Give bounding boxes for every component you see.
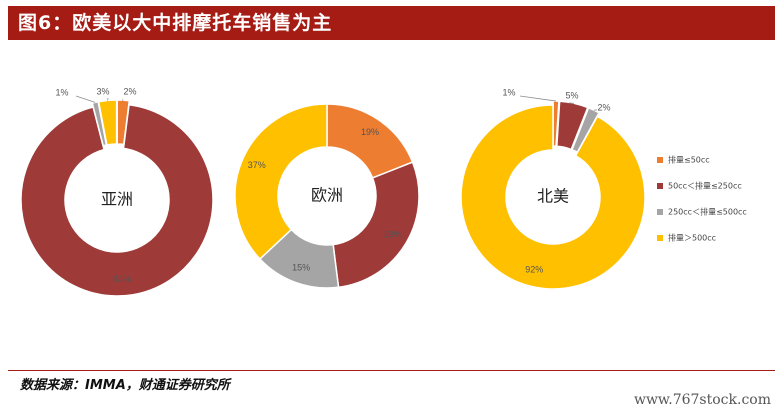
slice-0-1 <box>20 103 214 297</box>
footer-divider <box>8 370 775 371</box>
donut-center-title: 欧洲 <box>311 186 343 205</box>
figure-title: 图6：欧美以大中排摩托车销售为主 <box>8 6 775 40</box>
watermark: www.767stock.com <box>633 392 771 408</box>
slice-label: 19% <box>361 127 379 137</box>
data-source-note: 数据来源：IMMA，财通证券研究所 <box>20 378 230 393</box>
slice-label: 1% <box>55 87 68 97</box>
slice-label: 5% <box>565 90 578 100</box>
legend-swatch <box>657 235 663 241</box>
leader-line <box>75 95 96 103</box>
slice-2-3 <box>460 104 646 290</box>
donut-chart-3: 1% 5% 2% 92% 北美 <box>460 87 646 290</box>
donut-chart-2: 19% 29% 15% 37% 欧洲 <box>234 103 420 289</box>
legend: 排量≤50cc 50cc＜排量≤250cc 250cc＜排量≤500cc 排量＞500… <box>657 155 747 243</box>
legend-label: 排量≤50cc <box>668 155 710 165</box>
slice-label: 1% <box>502 87 515 97</box>
slice-label: 3% <box>96 86 109 96</box>
legend-label: 250cc＜排量≤500cc <box>668 207 747 217</box>
legend-label: 排量＞500cc <box>668 233 716 243</box>
slice-label: 2% <box>123 86 136 96</box>
donut-center-title: 亚洲 <box>101 190 133 209</box>
leader-line <box>519 95 557 102</box>
slice-0-3 <box>97 99 118 146</box>
legend-label: 50cc＜排量≤250cc <box>668 181 742 191</box>
slice-2-1 <box>556 100 589 151</box>
donut-center-title: 北美 <box>537 187 569 206</box>
slice-1-3 <box>234 103 328 261</box>
slice-label: 2% <box>597 102 610 112</box>
slice-label: 37% <box>248 160 266 170</box>
slice-label: 15% <box>292 262 310 272</box>
slice-label: 29% <box>384 229 402 239</box>
slice-label: 92% <box>525 265 543 275</box>
legend-swatch <box>657 209 663 215</box>
legend-swatch <box>657 183 663 189</box>
slice-label: 94% <box>113 274 131 284</box>
slice-1-1 <box>332 161 420 289</box>
donut-chart-1: 2% 94% 1% 3% 亚洲 <box>20 86 214 297</box>
legend-swatch <box>657 157 663 163</box>
